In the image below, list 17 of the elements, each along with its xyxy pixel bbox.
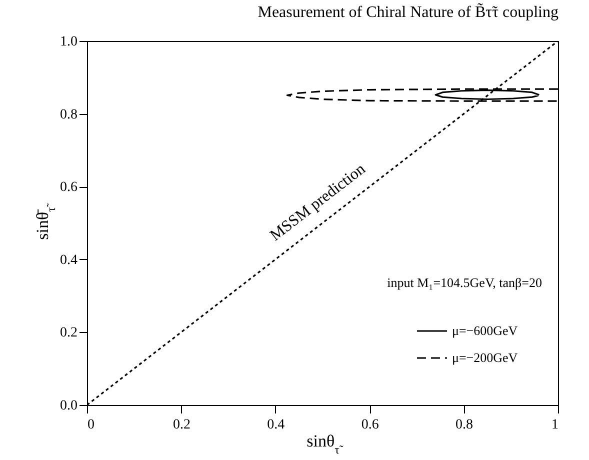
y-tick-label: 1.0: [60, 34, 78, 50]
chart-title: Measurement of Chiral Nature of B̃τ̃τ coupling: [258, 2, 558, 21]
x-axis-title: sinθ$_{τ̃}$: [306, 432, 344, 456]
x-tick-label: 0.6: [361, 418, 379, 432]
y-tick-label: 0.6: [60, 180, 78, 196]
x-tick-label: 0.2: [172, 418, 190, 432]
legend-label: μ=−200GeV: [452, 350, 518, 365]
x-tick-label: 1: [552, 418, 558, 432]
y-tick-label: 0.0: [60, 398, 78, 414]
y-tick-label: 0.8: [60, 107, 78, 122]
y-tick-label: 0.2: [60, 326, 78, 341]
y-tick-label: 0.4: [60, 252, 78, 268]
x-tick-label: 0: [88, 418, 94, 432]
x-tick-label: 0.4: [267, 418, 285, 432]
annotation: input M₁=104.5GeV, tanβ=20: [387, 275, 542, 290]
legend-label: μ=−600GeV: [452, 323, 518, 338]
x-tick-label: 0.8: [456, 418, 474, 432]
